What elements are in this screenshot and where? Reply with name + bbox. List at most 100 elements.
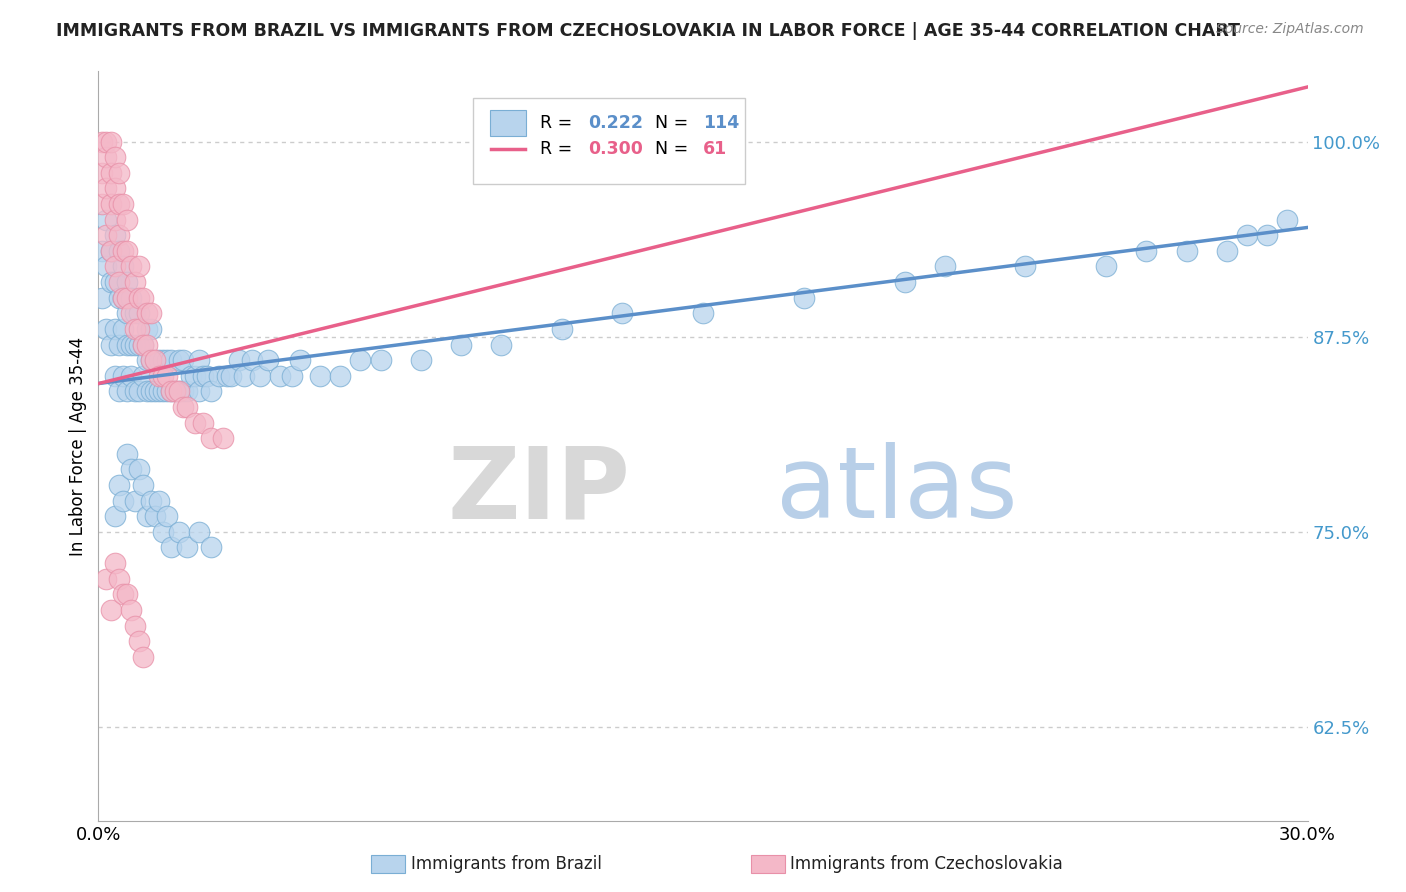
Point xyxy=(100,197,122,211)
Point xyxy=(115,384,138,399)
Point xyxy=(172,353,194,368)
Point xyxy=(128,634,150,648)
Point xyxy=(115,447,138,461)
Text: 114: 114 xyxy=(703,114,740,132)
Point xyxy=(107,244,129,258)
Point xyxy=(91,244,114,258)
Point xyxy=(309,368,332,383)
Point xyxy=(156,384,179,399)
Point xyxy=(152,353,174,368)
Point xyxy=(111,587,134,601)
Text: atlas: atlas xyxy=(776,442,1017,540)
Point xyxy=(132,291,155,305)
Point xyxy=(184,416,207,430)
Point xyxy=(176,384,198,399)
Point xyxy=(124,322,146,336)
Point xyxy=(188,524,211,539)
Point xyxy=(139,353,162,368)
Point xyxy=(1216,244,1239,258)
Point xyxy=(100,275,122,289)
Point xyxy=(200,431,222,445)
Point xyxy=(195,368,218,383)
Point xyxy=(135,509,157,524)
Point xyxy=(128,291,150,305)
Text: N =: N = xyxy=(655,114,693,132)
Point xyxy=(115,212,138,227)
Text: 0.222: 0.222 xyxy=(588,114,643,132)
Point xyxy=(143,509,166,524)
Point xyxy=(370,353,392,368)
Point xyxy=(107,228,129,243)
Point xyxy=(148,368,170,383)
Point xyxy=(156,353,179,368)
Point xyxy=(163,384,186,399)
Point xyxy=(135,306,157,320)
Point xyxy=(232,368,254,383)
Point xyxy=(107,572,129,586)
Point xyxy=(156,509,179,524)
Point xyxy=(612,306,634,320)
Point xyxy=(103,260,125,274)
Point xyxy=(281,368,304,383)
Point xyxy=(103,181,125,195)
Point xyxy=(124,493,146,508)
Point xyxy=(107,478,129,492)
Point xyxy=(124,337,146,351)
Text: 0.300: 0.300 xyxy=(588,140,643,158)
Point xyxy=(128,260,150,274)
Point xyxy=(692,306,714,320)
Point xyxy=(208,368,231,383)
Point xyxy=(100,337,122,351)
Point xyxy=(163,384,186,399)
Point xyxy=(160,384,183,399)
Point xyxy=(167,524,190,539)
Point xyxy=(491,337,513,351)
Point xyxy=(139,493,162,508)
Text: Immigrants from Czechoslovakia: Immigrants from Czechoslovakia xyxy=(790,855,1063,873)
Point xyxy=(111,291,134,305)
Point xyxy=(132,649,155,664)
Point xyxy=(111,244,134,258)
Point xyxy=(115,306,138,320)
Point xyxy=(128,306,150,320)
Point xyxy=(103,322,125,336)
Point xyxy=(96,572,118,586)
Point xyxy=(217,368,239,383)
Point xyxy=(111,493,134,508)
Point xyxy=(152,384,174,399)
Point xyxy=(111,197,134,211)
Point xyxy=(100,244,122,258)
Point xyxy=(160,541,183,555)
Point xyxy=(135,337,157,351)
Point xyxy=(200,384,222,399)
Point xyxy=(128,462,150,476)
Point xyxy=(193,416,215,430)
Point xyxy=(143,384,166,399)
Point xyxy=(1135,244,1157,258)
Point xyxy=(107,384,129,399)
Point xyxy=(124,384,146,399)
Point xyxy=(120,260,142,274)
Point xyxy=(91,291,114,305)
Point xyxy=(107,166,129,180)
Point xyxy=(160,353,183,368)
Point xyxy=(193,368,215,383)
Text: R =: R = xyxy=(540,140,578,158)
Point xyxy=(107,291,129,305)
Point xyxy=(103,212,125,227)
Point xyxy=(103,150,125,164)
Point xyxy=(240,353,263,368)
Text: N =: N = xyxy=(655,140,693,158)
Point xyxy=(256,353,278,368)
Point xyxy=(128,337,150,351)
Point xyxy=(176,541,198,555)
Point xyxy=(139,322,162,336)
Point xyxy=(176,400,198,414)
Point xyxy=(115,291,138,305)
Point xyxy=(221,368,243,383)
Point xyxy=(135,384,157,399)
Point xyxy=(96,212,118,227)
Point xyxy=(124,618,146,632)
Point xyxy=(551,322,574,336)
Point xyxy=(100,166,122,180)
